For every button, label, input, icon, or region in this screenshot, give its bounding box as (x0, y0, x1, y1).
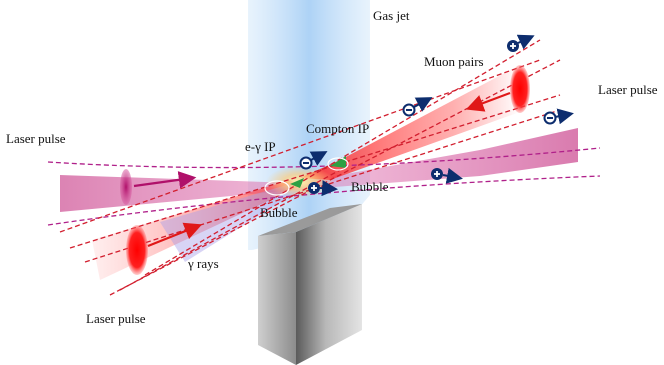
bubble-left-outline (264, 180, 290, 196)
pink-laser-beam (60, 128, 578, 212)
egamma-ip-label: e-γ IP (245, 139, 276, 154)
plus-circle-icon (308, 180, 338, 197)
compton-ip-label: Compton IP (306, 121, 369, 136)
laser-pulse-bottom-ellipse (126, 225, 148, 275)
gamma-rays-label: γ rays (187, 256, 219, 271)
laser-pulse-right-label: Laser pulse (598, 82, 658, 97)
minus-circle-icon (402, 97, 433, 117)
red-laser-beam-right (300, 65, 520, 180)
minus-circle-icon (299, 151, 328, 170)
plus-circle-icon (431, 167, 463, 184)
laser-pulse-right-arrow (465, 91, 511, 112)
minus-circle-icon (543, 108, 574, 125)
gas-jet-label: Gas jet (373, 8, 410, 23)
laser-pulse-right-ellipse (510, 65, 530, 113)
muon-pairs-label: Muon pairs (424, 54, 484, 69)
gas-nozzle (258, 204, 362, 365)
laser-pulse-bottom-arrow (147, 222, 203, 248)
plus-circle-icon (507, 34, 535, 52)
bubble-right-outline (327, 157, 349, 171)
egamma-electron-bunch-icon (290, 178, 304, 188)
laser-pulse-left-arrow (133, 171, 197, 189)
laser-pulse-left-ellipse (120, 169, 132, 205)
bubble-right-label: Bubble (351, 179, 389, 194)
laser-pulse-bottom-label: Laser pulse (86, 311, 146, 326)
pink-beam-envelope (47, 147, 601, 226)
laser-pulse-left-label: Laser pulse (6, 131, 66, 146)
bubble-left-label: Bubble (260, 205, 298, 220)
